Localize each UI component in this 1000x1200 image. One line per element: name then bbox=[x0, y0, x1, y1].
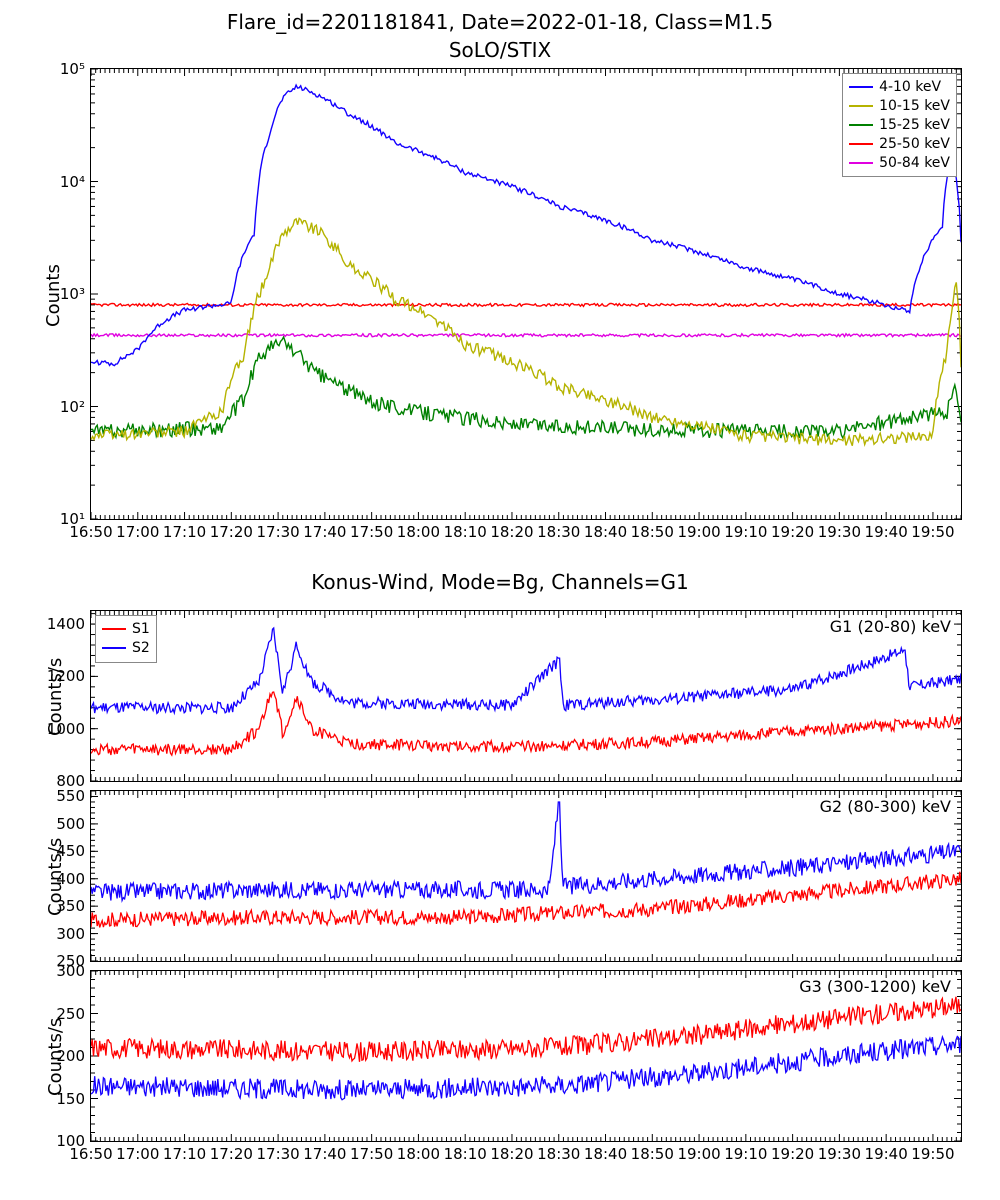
legend-label: S2 bbox=[132, 639, 150, 658]
xtick-label: 17:10 bbox=[163, 1141, 206, 1163]
xtick-label: 17:40 bbox=[303, 519, 346, 541]
legend-label: S1 bbox=[132, 620, 150, 639]
panel-label-g2: G2 (80-300) keV bbox=[820, 797, 951, 816]
bottom-plot-g1: Counts/s S1S2 G1 (20-80) keV 80010001200… bbox=[90, 610, 962, 782]
legend-swatch bbox=[849, 124, 873, 126]
xtick-label: 18:00 bbox=[397, 519, 440, 541]
xtick-label: 17:10 bbox=[163, 519, 206, 541]
legend-swatch bbox=[849, 162, 873, 164]
ytick-label: 10⁵ bbox=[60, 60, 91, 78]
xtick-label: 17:40 bbox=[303, 1141, 346, 1163]
bottom-plot-g3-svg bbox=[91, 971, 961, 1141]
legend-label: 50-84 keV bbox=[879, 154, 950, 173]
panel-label-g1: G1 (20-80) keV bbox=[830, 617, 951, 636]
ytick-label: 300 bbox=[56, 925, 91, 943]
xtick-label: 18:50 bbox=[631, 1141, 674, 1163]
ytick-label: 350 bbox=[56, 897, 91, 915]
top-legend: 4-10 keV10-15 keV15-25 keV25-50 keV50-84… bbox=[842, 73, 957, 177]
xtick-label: 19:30 bbox=[818, 519, 861, 541]
panel-label-g3: G3 (300-1200) keV bbox=[799, 977, 951, 996]
xtick-label: 16:50 bbox=[69, 1141, 112, 1163]
legend-swatch bbox=[849, 143, 873, 145]
legend-item: 25-50 keV bbox=[849, 135, 950, 154]
xtick-label: 18:20 bbox=[490, 519, 533, 541]
legend-item: 4-10 keV bbox=[849, 78, 950, 97]
xtick-label: 19:50 bbox=[911, 1141, 954, 1163]
xtick-label: 18:50 bbox=[631, 519, 674, 541]
xtick-label: 17:00 bbox=[116, 1141, 159, 1163]
ytick-label: 10³ bbox=[60, 285, 91, 303]
ytick-label: 250 bbox=[56, 1005, 91, 1023]
legend-label: 25-50 keV bbox=[879, 135, 950, 154]
bottom-plot-g1-svg bbox=[91, 611, 961, 781]
ytick-label: 200 bbox=[56, 1047, 91, 1065]
legend-label: 15-25 keV bbox=[879, 116, 950, 135]
xtick-label: 16:50 bbox=[69, 519, 112, 541]
legend-swatch bbox=[849, 105, 873, 107]
xtick-label: 19:40 bbox=[865, 1141, 908, 1163]
xtick-label: 19:00 bbox=[677, 1141, 720, 1163]
xtick-label: 18:30 bbox=[537, 1141, 580, 1163]
legend-label: 4-10 keV bbox=[879, 78, 941, 97]
bottom-plot-g2-svg bbox=[91, 791, 961, 961]
ytick-label: 1200 bbox=[47, 667, 91, 685]
xtick-label: 19:40 bbox=[865, 519, 908, 541]
xtick-label: 18:00 bbox=[397, 1141, 440, 1163]
bottom-plot-g2: Counts/s G2 (80-300) keV 250300350400450… bbox=[90, 790, 962, 962]
xtick-label: 18:10 bbox=[444, 519, 487, 541]
top-plot-svg bbox=[91, 69, 961, 519]
ytick-label: 300 bbox=[56, 962, 91, 980]
xtick-label: 19:10 bbox=[724, 1141, 767, 1163]
legend-swatch bbox=[102, 647, 126, 649]
xtick-label: 19:20 bbox=[771, 519, 814, 541]
xtick-label: 19:50 bbox=[911, 519, 954, 541]
legend-item: 50-84 keV bbox=[849, 154, 950, 173]
xtick-label: 17:00 bbox=[116, 519, 159, 541]
legend-item: 15-25 keV bbox=[849, 116, 950, 135]
xtick-label: 18:30 bbox=[537, 519, 580, 541]
ytick-label: 400 bbox=[56, 870, 91, 888]
xtick-label: 17:30 bbox=[256, 1141, 299, 1163]
legend-swatch bbox=[849, 86, 873, 88]
top-plot: Counts 4-10 keV10-15 keV15-25 keV25-50 k… bbox=[90, 68, 962, 520]
xtick-label: 17:30 bbox=[256, 519, 299, 541]
legend-item: S1 bbox=[102, 620, 150, 639]
figure: Flare_id=2201181841, Date=2022-01-18, Cl… bbox=[0, 0, 1000, 1200]
ytick-label: 500 bbox=[56, 815, 91, 833]
xtick-label: 17:50 bbox=[350, 519, 393, 541]
bottom-plot-g3: Counts/s G3 (300-1200) keV 1001502002503… bbox=[90, 970, 962, 1142]
xtick-label: 18:10 bbox=[444, 1141, 487, 1163]
ytick-label: 550 bbox=[56, 787, 91, 805]
bottom-panel-title: Konus-Wind, Mode=Bg, Channels=G1 bbox=[0, 570, 1000, 594]
xtick-label: 17:20 bbox=[210, 519, 253, 541]
top-panel-title: SoLO/STIX bbox=[0, 38, 1000, 62]
xtick-label: 18:40 bbox=[584, 1141, 627, 1163]
ytick-label: 10⁴ bbox=[60, 173, 91, 191]
legend-item: 10-15 keV bbox=[849, 97, 950, 116]
bottom-legend: S1S2 bbox=[95, 615, 157, 663]
xtick-label: 17:50 bbox=[350, 1141, 393, 1163]
ytick-label: 10² bbox=[60, 398, 91, 416]
legend-item: S2 bbox=[102, 639, 150, 658]
xtick-label: 18:20 bbox=[490, 1141, 533, 1163]
xtick-label: 19:20 bbox=[771, 1141, 814, 1163]
xtick-label: 19:30 bbox=[818, 1141, 861, 1163]
ytick-label: 1400 bbox=[47, 615, 91, 633]
legend-swatch bbox=[102, 628, 126, 630]
xtick-label: 17:20 bbox=[210, 1141, 253, 1163]
figure-suptitle: Flare_id=2201181841, Date=2022-01-18, Cl… bbox=[0, 10, 1000, 34]
ytick-label: 1000 bbox=[47, 720, 91, 738]
xtick-label: 18:40 bbox=[584, 519, 627, 541]
xtick-label: 19:00 bbox=[677, 519, 720, 541]
xtick-label: 19:10 bbox=[724, 519, 767, 541]
ytick-label: 150 bbox=[56, 1090, 91, 1108]
legend-label: 10-15 keV bbox=[879, 97, 950, 116]
ytick-label: 450 bbox=[56, 842, 91, 860]
